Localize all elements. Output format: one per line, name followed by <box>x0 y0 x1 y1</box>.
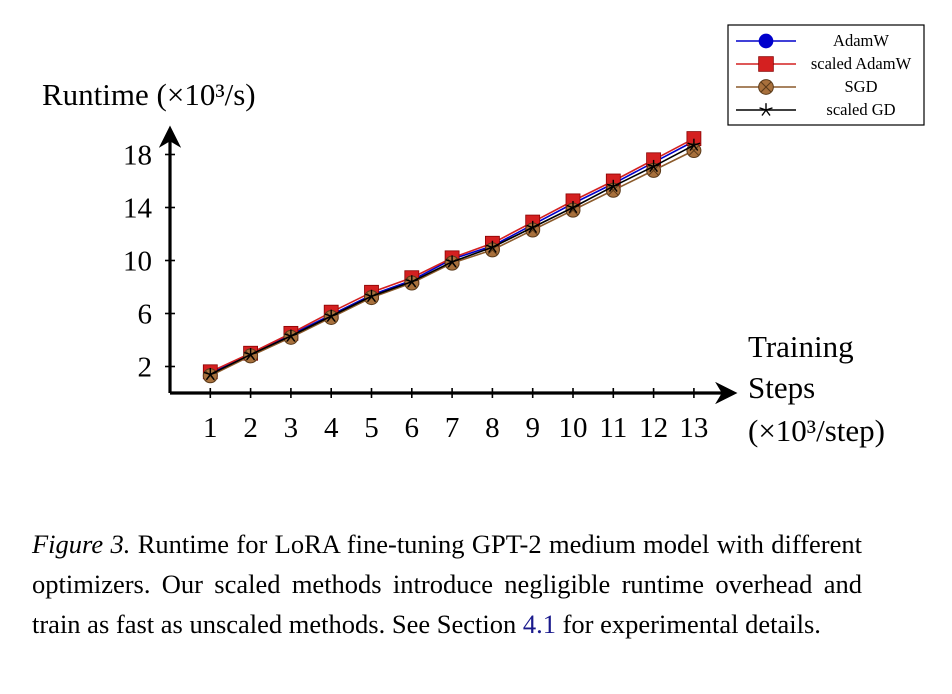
x-tick-label: 9 <box>525 412 540 444</box>
legend-entry: scaled AdamW <box>736 54 912 73</box>
x-tick-label: 5 <box>364 412 379 444</box>
section-link[interactable]: 4.1 <box>522 609 556 639</box>
series-scaled-gd <box>203 138 701 381</box>
x-axis-title-line-3: (×10³/step) <box>748 413 885 448</box>
figure-caption: Figure 3. Runtime for LoRA fine-tuning G… <box>32 524 862 644</box>
x-tick-label: 3 <box>284 412 299 444</box>
x-axis-title-line-1: Training <box>748 329 854 364</box>
y-tick-label: 2 <box>138 352 153 384</box>
x-tick-label: 2 <box>243 412 258 444</box>
legend: AdamW scaled AdamW SGD scaled GD <box>727 24 925 126</box>
x-tick-label: 8 <box>485 412 500 444</box>
data-point <box>244 348 257 361</box>
data-point <box>566 201 580 214</box>
data-point <box>606 179 620 192</box>
x-tick-label: 13 <box>679 412 708 444</box>
legend-entry: scaled GD <box>736 100 896 119</box>
data-point <box>758 56 774 72</box>
x-tick-label: 4 <box>324 412 339 444</box>
x-tick-label: 12 <box>639 412 668 444</box>
y-tick-label: 6 <box>138 299 153 331</box>
legend-label: AdamW <box>833 31 889 50</box>
data-point <box>284 329 298 342</box>
data-point <box>365 289 378 302</box>
x-tick-label: 1 <box>203 412 218 444</box>
data-point <box>526 220 540 234</box>
caption-text-end: for experimental details. <box>555 609 821 639</box>
data-point <box>687 138 701 151</box>
legend-label: scaled AdamW <box>811 54 912 73</box>
x-axis-title-line-2: Steps <box>748 370 815 405</box>
y-tick-label: 18 <box>123 140 152 172</box>
data-point <box>758 79 774 95</box>
x-tick-label: 11 <box>599 412 627 444</box>
data-point <box>486 240 499 253</box>
caption-label: Figure 3. <box>32 529 131 559</box>
y-tick-label: 10 <box>123 246 152 278</box>
legend-label: scaled GD <box>826 100 895 119</box>
x-tick-label: 7 <box>445 412 460 444</box>
series-layer <box>202 131 702 384</box>
caption-text: Runtime for LoRA fine-tuning GPT-2 mediu… <box>32 529 862 639</box>
x-tick-label: 6 <box>405 412 420 444</box>
data-point <box>324 309 338 322</box>
data-point <box>445 255 459 268</box>
data-point <box>647 159 660 173</box>
data-point <box>203 367 217 381</box>
data-point <box>759 103 773 116</box>
legend-entry: SGD <box>736 77 878 96</box>
data-point <box>405 275 419 288</box>
y-tick-label: 14 <box>123 193 153 225</box>
y-axis-title: Runtime (×10³/s) <box>42 77 256 112</box>
legend-label: SGD <box>844 77 877 96</box>
x-tick-label: 10 <box>559 412 588 444</box>
data-point <box>758 33 774 49</box>
legend-entry: AdamW <box>736 31 889 50</box>
